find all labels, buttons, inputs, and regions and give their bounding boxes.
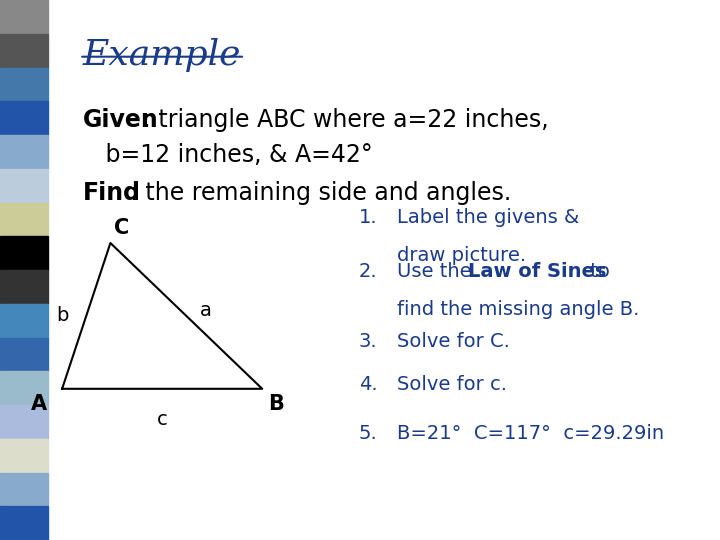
Text: Label the givens &: Label the givens & <box>397 208 579 227</box>
Text: a: a <box>200 301 212 320</box>
Text: Find: Find <box>83 181 141 205</box>
Bar <box>0 472 48 507</box>
Text: A: A <box>31 394 48 414</box>
Bar <box>0 168 48 202</box>
Bar <box>0 338 48 372</box>
Text: Solve for c.: Solve for c. <box>397 375 507 394</box>
Text: Law of Sines: Law of Sines <box>468 262 606 281</box>
Text: 1.: 1. <box>359 208 377 227</box>
Text: c: c <box>157 410 168 429</box>
Bar <box>0 33 48 68</box>
Text: find the missing angle B.: find the missing angle B. <box>397 300 639 319</box>
Bar <box>0 372 48 405</box>
Text: C: C <box>114 218 130 238</box>
Bar <box>0 202 48 237</box>
Text: Solve for C.: Solve for C. <box>397 332 510 351</box>
Text: : the remaining side and angles.: : the remaining side and angles. <box>130 181 511 205</box>
Bar <box>0 135 48 168</box>
Text: b=12 inches, & A=42°: b=12 inches, & A=42° <box>83 143 372 167</box>
Text: b: b <box>57 306 69 326</box>
Text: 5.: 5. <box>359 424 377 443</box>
Bar <box>0 102 48 135</box>
Bar <box>0 438 48 472</box>
Bar <box>0 237 48 270</box>
Text: Example: Example <box>83 38 241 72</box>
Bar <box>0 270 48 303</box>
Text: B=21°  C=117°  c=29.29in: B=21° C=117° c=29.29in <box>397 424 664 443</box>
Bar <box>0 507 48 540</box>
Text: : triangle ABC where a=22 inches,: : triangle ABC where a=22 inches, <box>143 108 549 132</box>
Text: 3.: 3. <box>359 332 377 351</box>
Text: 4.: 4. <box>359 375 377 394</box>
Bar <box>0 68 48 102</box>
Bar <box>0 303 48 338</box>
Bar <box>0 0 48 33</box>
Text: B: B <box>269 394 284 414</box>
Text: to: to <box>584 262 610 281</box>
Text: Use the: Use the <box>397 262 477 281</box>
Text: draw picture.: draw picture. <box>397 246 526 265</box>
Bar <box>0 405 48 438</box>
Text: 2.: 2. <box>359 262 377 281</box>
Text: Given: Given <box>83 108 158 132</box>
